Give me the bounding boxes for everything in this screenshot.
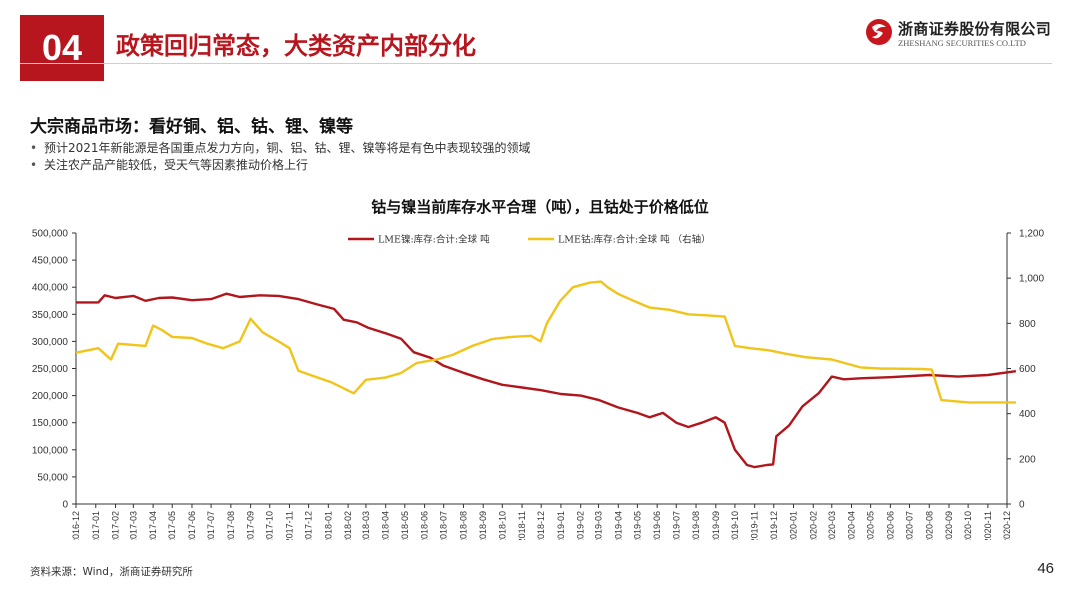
x-tick-label: 2018-05 — [400, 511, 410, 540]
x-tick-label: 2017-09 — [246, 511, 256, 540]
section-number-badge: 04 — [20, 15, 104, 81]
x-tick-label: 2017-07 — [206, 511, 216, 540]
x-tick-label: 2019-07 — [671, 511, 681, 540]
y-left-tick-label: 400,000 — [32, 283, 69, 294]
page-number: 46 — [1037, 560, 1054, 577]
x-tick-label: 2020-02 — [808, 511, 818, 540]
x-tick-label: 2020-03 — [827, 511, 837, 540]
y-left-tick-label: 500,000 — [32, 229, 69, 240]
x-tick-label: 2020-11 — [983, 511, 993, 540]
x-tick-label: 2020-07 — [905, 511, 915, 540]
y-right-tick-label: 1,000 — [1019, 274, 1044, 285]
y-left-tick-label: 100,000 — [32, 445, 69, 456]
legend-label: LME钴:库存:合计:全球 吨 （右轴） — [558, 234, 711, 246]
x-tick-label: 2018-03 — [361, 511, 371, 540]
x-tick-label: 2019-10 — [730, 511, 740, 540]
x-tick-label: 2020-05 — [866, 511, 876, 540]
x-tick-label: 2020-08 — [924, 511, 934, 540]
x-tick-label: 2020-12 — [1002, 511, 1012, 540]
chart-legend: LME镍:库存:合计:全球 吨 LME钴:库存:合计:全球 吨 （右轴） — [348, 234, 711, 246]
legend-label: LME镍:库存:合计:全球 吨 — [378, 234, 490, 246]
x-tick-label: 2017-03 — [128, 511, 138, 540]
x-tick-label: 2019-06 — [652, 511, 662, 540]
x-tick-label: 2018-04 — [381, 511, 391, 540]
x-tick-label: 2019-05 — [632, 511, 642, 540]
y-right-tick-label: 600 — [1019, 364, 1036, 375]
y-left-tick-label: 50,000 — [37, 472, 68, 483]
bullet-list: 预计2021年新能源是各国重点发力方向，铜、铝、钴、锂、镍等将是有色中表现较强的… — [30, 140, 531, 174]
x-tick-label: 2019-03 — [594, 511, 604, 540]
y-left-tick-label: 450,000 — [32, 256, 69, 267]
x-tick-label: 2020-06 — [885, 511, 895, 540]
x-tick-label: 2019-01 — [556, 511, 566, 540]
x-tick-label: 2017-12 — [304, 511, 314, 540]
x-tick-label: 2017-04 — [148, 511, 158, 540]
section-title: 大宗商品市场：看好铜、铝、钴、锂、镍等 — [30, 117, 353, 137]
x-tick-label: 2020-01 — [789, 511, 799, 540]
bullet-item: 预计2021年新能源是各国重点发力方向，铜、铝、钴、锂、镍等将是有色中表现较强的… — [30, 140, 531, 157]
chart-axes: 0 50,000 100,000 150,000 200,000 250,000 300,0… — [32, 229, 1045, 541]
x-tick-label: 2020-09 — [944, 511, 954, 540]
x-tick-label: 2017-08 — [226, 511, 236, 540]
y-right-tick-label: 0 — [1019, 500, 1025, 511]
bullet-item: 关注农产品产能较低，受天气等因素推动价格上行 — [30, 157, 531, 174]
x-tick-label: 2017-10 — [265, 511, 275, 540]
y-right-tick-label: 1,200 — [1019, 229, 1044, 240]
x-tick-label: 2020-10 — [963, 511, 973, 540]
x-tick-label: 2018-11 — [517, 511, 527, 540]
chart-series — [75, 280, 1017, 469]
chart-title: 钴与镍当前库存水平合理（吨），且钴处于价格低位 — [371, 198, 709, 216]
x-tick-label: 2019-09 — [711, 511, 721, 540]
x-tick-label: 2018-01 — [323, 511, 333, 540]
x-tick-label: 2018-02 — [343, 511, 353, 540]
y-left-tick-label: 150,000 — [32, 418, 69, 429]
x-tick-label: 2018-07 — [439, 511, 449, 540]
x-tick-label: 2019-08 — [691, 511, 701, 540]
company-name-en: ZHESHANG SECURITIES CO.LTD — [898, 38, 1026, 48]
x-tick-label: 2018-06 — [420, 511, 430, 540]
section-number: 04 — [41, 27, 83, 68]
y-left-tick-label: 0 — [62, 500, 68, 511]
x-tick-label: 2020-04 — [847, 511, 857, 540]
y-left-tick-label: 350,000 — [32, 310, 69, 321]
x-tick-label: 2019-12 — [769, 511, 779, 540]
x-tick-label: 2016-12 — [71, 511, 81, 540]
inventory-line-chart: 0 50,000 100,000 150,000 200,000 250,000 300,0… — [32, 229, 1045, 541]
x-tick-label: 2019-02 — [576, 511, 586, 540]
x-tick-label: 2017-06 — [187, 511, 197, 540]
x-tick-label: 2017-02 — [111, 511, 121, 540]
company-name-cn: 浙商证券股份有限公司 — [898, 20, 1052, 38]
x-tick-label: 2017-01 — [91, 511, 101, 540]
y-right-tick-label: 400 — [1019, 409, 1036, 420]
y-right-tick-label: 800 — [1019, 319, 1036, 330]
header-divider — [20, 63, 1052, 64]
x-tick-label: 2018-10 — [497, 511, 507, 540]
y-left-tick-label: 200,000 — [32, 391, 69, 402]
zheshang-logo-icon — [866, 19, 892, 45]
x-tick-label: 2017-11 — [284, 511, 294, 540]
page-header-title: 政策回归常态，大类资产内部分化 — [116, 32, 476, 60]
x-tick-label: 2017-05 — [167, 511, 177, 540]
y-left-tick-label: 300,000 — [32, 337, 69, 348]
x-tick-label: 2018-09 — [478, 511, 488, 540]
data-source-note: 资料来源：Wind，浙商证券研究所 — [30, 566, 193, 578]
company-logo: 浙商证券股份有限公司 ZHESHANG SECURITIES CO.LTD — [864, 17, 1054, 51]
x-tick-label: 2018-12 — [536, 511, 546, 540]
nickel-inventory-line — [76, 292, 1017, 469]
cobalt-inventory-line — [75, 280, 1016, 404]
x-tick-label: 2019-04 — [613, 511, 623, 540]
x-tick-label: 2019-11 — [750, 511, 760, 540]
x-tick-label: 2018-08 — [458, 511, 468, 540]
y-left-tick-label: 250,000 — [32, 364, 69, 375]
y-right-tick-label: 200 — [1019, 454, 1036, 465]
